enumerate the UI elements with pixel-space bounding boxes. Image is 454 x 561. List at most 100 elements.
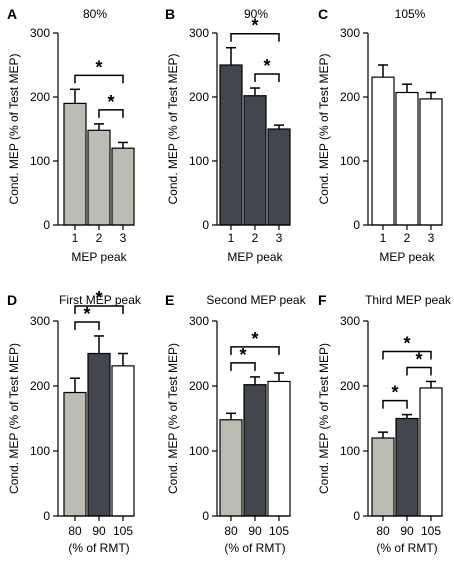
bar bbox=[419, 98, 443, 226]
significance-bracket bbox=[230, 346, 280, 355]
bar bbox=[219, 64, 243, 226]
panel-title: 80% bbox=[83, 7, 107, 21]
y-tick-label: 300 bbox=[340, 26, 360, 40]
panel-title: First MEP peak bbox=[59, 293, 142, 307]
x-tick-label: 90 bbox=[92, 524, 106, 538]
y-axis-label: Cond. MEP (% of Test MEP) bbox=[317, 343, 331, 494]
x-tick-label: 90 bbox=[248, 524, 262, 538]
y-tick-label: 200 bbox=[340, 379, 360, 393]
significance-bracket bbox=[74, 74, 124, 84]
significance-star: * bbox=[391, 383, 398, 403]
y-tick-label: 100 bbox=[340, 444, 360, 458]
x-axis-label: (% of RMT) bbox=[376, 541, 437, 555]
x-tick-label: 3 bbox=[428, 231, 435, 245]
y-tick-label: 300 bbox=[189, 314, 209, 328]
x-tick-label: 105 bbox=[269, 524, 289, 538]
panel-c: C 105% 0 100 200 300 Cond. MEP (% of Test MEP)… bbox=[317, 6, 443, 264]
panel-a: A 80% 0 100 200 300 Cond. MEP (% of Test MEP) 1… bbox=[7, 6, 135, 264]
significance-bracket bbox=[406, 366, 432, 376]
significance-star: * bbox=[239, 345, 246, 365]
y-tick-label: 0 bbox=[202, 509, 209, 523]
x-tick-label: 2 bbox=[96, 231, 103, 245]
y-tick-label: 100 bbox=[30, 154, 50, 168]
significance-bracket bbox=[74, 305, 124, 314]
significance-bracket bbox=[230, 32, 280, 42]
significance-star: * bbox=[403, 333, 410, 353]
panel-title: Second MEP peak bbox=[206, 293, 306, 307]
x-tick-label: 3 bbox=[120, 231, 127, 245]
x-axis-label: MEP peak bbox=[71, 250, 127, 264]
bar bbox=[267, 380, 291, 517]
bar bbox=[111, 365, 135, 517]
significance-bracket bbox=[230, 362, 256, 371]
y-tick-label: 200 bbox=[340, 90, 360, 104]
y-tick-label: 200 bbox=[189, 379, 209, 393]
panel-e: E Second MEP peak 0 100 200 300 Cond. MEP (% o… bbox=[165, 292, 307, 555]
x-tick-label: 1 bbox=[228, 231, 235, 245]
bar bbox=[87, 129, 111, 226]
x-axis-label: (% of RMT) bbox=[224, 541, 285, 555]
panel-letter: D bbox=[7, 292, 17, 308]
y-axis-label: Cond. MEP (% of Test MEP) bbox=[7, 343, 21, 494]
y-tick-label: 100 bbox=[189, 444, 209, 458]
bar bbox=[219, 419, 243, 517]
y-axis-label: Cond. MEP (% of Test MEP) bbox=[166, 343, 180, 494]
y-tick-label: 300 bbox=[30, 26, 50, 40]
panel-title: Third MEP peak bbox=[365, 293, 452, 307]
significance-star: * bbox=[251, 16, 258, 36]
y-axis-label: Cond. MEP (% of Test MEP) bbox=[7, 54, 21, 205]
y-tick-label: 200 bbox=[30, 90, 50, 104]
panel-letter: C bbox=[318, 6, 328, 22]
x-tick-label: 2 bbox=[252, 231, 259, 245]
y-tick-label: 200 bbox=[189, 90, 209, 104]
y-tick-label: 300 bbox=[189, 26, 209, 40]
bar bbox=[63, 102, 87, 226]
significance-star: * bbox=[95, 57, 102, 77]
significance-bracket bbox=[254, 73, 280, 83]
bar bbox=[395, 91, 419, 226]
panel-title: 90% bbox=[244, 7, 268, 21]
panel-letter: B bbox=[165, 6, 175, 22]
bar bbox=[419, 387, 443, 517]
significance-star: * bbox=[415, 349, 422, 369]
x-tick-label: 80 bbox=[224, 524, 238, 538]
significance-star: * bbox=[107, 92, 114, 112]
panel-b: B 90% 0 100 200 300 Cond. MEP (% of Test MEP) 1… bbox=[165, 6, 291, 264]
x-axis-label: (% of RMT) bbox=[68, 541, 129, 555]
x-tick-label: 80 bbox=[68, 524, 82, 538]
bar bbox=[87, 352, 111, 517]
significance-star: * bbox=[83, 304, 90, 324]
y-axis-label: Cond. MEP (% of Test MEP) bbox=[166, 54, 180, 205]
x-tick-label: 1 bbox=[380, 231, 387, 245]
y-tick-label: 100 bbox=[189, 154, 209, 168]
panel-d: D First MEP peak 0 100 200 300 Cond. MEP (% of… bbox=[7, 288, 142, 555]
bar bbox=[243, 384, 267, 517]
panel-f: F Third MEP peak 0 100 200 300 Cond. MEP (% of… bbox=[317, 292, 452, 555]
significance-bracket bbox=[98, 109, 124, 118]
bar bbox=[111, 147, 135, 226]
panel-letter: A bbox=[7, 6, 17, 22]
y-tick-label: 100 bbox=[30, 444, 50, 458]
significance-star: * bbox=[251, 329, 258, 349]
bar bbox=[243, 95, 267, 226]
significance-star: * bbox=[95, 288, 102, 308]
y-tick-label: 0 bbox=[43, 509, 50, 523]
y-tick-label: 0 bbox=[353, 218, 360, 232]
bar bbox=[267, 128, 291, 226]
x-tick-label: 105 bbox=[113, 524, 133, 538]
significance-star: * bbox=[263, 56, 270, 76]
panel-letter: E bbox=[165, 292, 174, 308]
y-tick-label: 100 bbox=[340, 154, 360, 168]
y-tick-label: 300 bbox=[340, 314, 360, 328]
significance-bracket bbox=[382, 399, 408, 409]
x-tick-label: 1 bbox=[72, 231, 79, 245]
y-tick-label: 0 bbox=[43, 218, 50, 232]
x-tick-label: 90 bbox=[400, 524, 414, 538]
panel-title: 105% bbox=[395, 7, 426, 21]
x-axis-label: MEP peak bbox=[227, 250, 283, 264]
panel-letter: F bbox=[318, 292, 327, 308]
bar bbox=[63, 391, 87, 517]
bar bbox=[371, 437, 395, 517]
bar bbox=[395, 417, 419, 517]
